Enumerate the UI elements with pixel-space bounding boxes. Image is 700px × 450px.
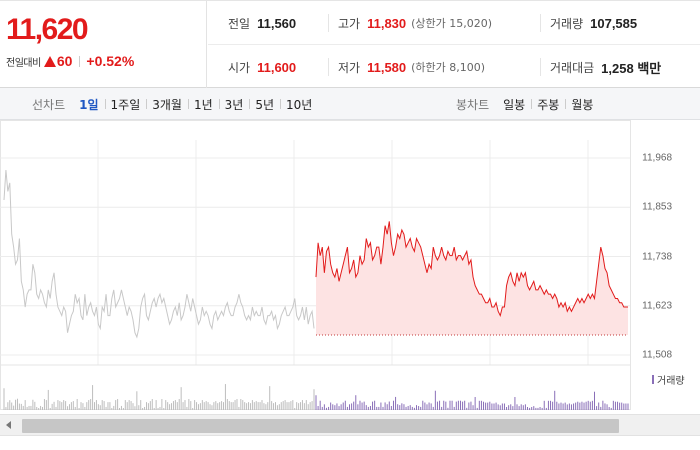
volume-swatch — [652, 375, 654, 384]
high-label: 고가 — [338, 16, 361, 31]
divider — [328, 58, 329, 76]
quote-header: 11,620 전일대비 60 +0.52% 전일 11,560 고가 11,83… — [0, 0, 700, 89]
volume-cell: 거래량 107,585 — [550, 1, 637, 45]
period-3month[interactable]: 3개월 — [146, 96, 188, 113]
divider — [79, 55, 81, 67]
amount-label: 거래대금 — [550, 60, 595, 75]
chart-period-toolbar: 선차트 1일 1주일 3개월 1년 3년 5년 10년 봉차트 일봉 주봉 월봉 — [0, 88, 700, 120]
change-value: 60 — [56, 53, 73, 69]
line-chart-periods: 선차트 1일 1주일 3개월 1년 3년 5년 10년 — [32, 88, 318, 120]
low-cell: 저가 11,580 (하한가 8,100) — [338, 45, 485, 89]
today-area-fill — [316, 221, 628, 336]
price-chart[interactable] — [0, 120, 700, 410]
period-3year[interactable]: 3년 — [218, 96, 250, 113]
open-value: 11,600 — [257, 59, 297, 75]
change-label: 전일대비 — [6, 57, 41, 69]
volume-legend: 거래량 — [652, 372, 685, 387]
candle-daily[interactable]: 일봉 — [503, 97, 526, 112]
amount-cell: 거래대금 1,258 백만 — [550, 45, 661, 89]
period-5year[interactable]: 5년 — [249, 96, 280, 113]
volume-legend-label: 거래량 — [657, 376, 685, 387]
divider — [328, 14, 329, 32]
amount-value: 1,258 백만 — [601, 60, 662, 76]
change-percent: +0.52% — [86, 53, 135, 69]
prev-close-label: 전일 — [228, 16, 251, 31]
divider — [540, 58, 541, 76]
period-1day[interactable]: 1일 — [79, 97, 99, 112]
low-value: 11,580 — [367, 59, 407, 75]
quote-info-grid: 전일 11,560 고가 11,830 (상한가 15,020) 거래량 107… — [208, 1, 700, 89]
info-row-2: 시가 11,600 저가 11,580 (하한가 8,100) 거래대금 1,2… — [208, 45, 700, 89]
candle-chart-periods: 봉차트 일봉 주봉 월봉 — [456, 88, 599, 120]
chart-frame — [0, 120, 631, 410]
lower-limit-text: (하한가 8,100) — [411, 61, 486, 74]
change-row: 전일대비 60 +0.52% — [6, 53, 134, 69]
price-chart-svg — [0, 120, 631, 410]
candle-monthly[interactable]: 월봉 — [565, 96, 599, 113]
current-price: 11,620 — [6, 13, 89, 46]
volume-label: 거래량 — [550, 16, 584, 31]
period-1week[interactable]: 1주일 — [104, 96, 147, 113]
y-tick-label: 11,968 — [642, 152, 672, 164]
current-price-box: 11,620 전일대비 60 +0.52% — [0, 1, 207, 89]
high-cell: 고가 11,830 (상한가 15,020) — [338, 1, 492, 45]
candle-weekly[interactable]: 주봉 — [531, 96, 565, 113]
prev-close-value: 11,560 — [257, 15, 297, 31]
low-label: 저가 — [338, 60, 361, 75]
divider — [540, 14, 541, 32]
y-tick-label: 11,508 — [642, 349, 672, 361]
upper-limit-text: (상한가 15,020) — [411, 17, 493, 30]
y-tick-label: 11,738 — [642, 251, 672, 262]
period-1year[interactable]: 1년 — [187, 96, 219, 113]
prev-close-cell: 전일 11,560 — [228, 1, 296, 45]
high-value: 11,830 — [367, 15, 407, 31]
prev-session-line — [3, 169, 315, 339]
scroll-left-arrow-icon[interactable] — [6, 421, 11, 429]
line-chart-label: 선차트 — [32, 97, 66, 112]
scrollbar-thumb[interactable] — [22, 419, 619, 433]
period-10year[interactable]: 10년 — [280, 96, 318, 113]
volume-value: 107,585 — [590, 15, 638, 31]
open-cell: 시가 11,600 — [228, 45, 296, 89]
today-price-line — [315, 221, 628, 318]
info-row-1: 전일 11,560 고가 11,830 (상한가 15,020) 거래량 107… — [208, 1, 700, 45]
chart-scrollbar[interactable] — [0, 414, 700, 436]
y-tick-label: 11,623 — [642, 300, 672, 312]
open-label: 시가 — [228, 60, 251, 75]
up-triangle-icon — [43, 55, 56, 67]
y-tick-label: 11,853 — [642, 201, 672, 213]
candle-chart-label: 봉차트 — [456, 97, 490, 112]
